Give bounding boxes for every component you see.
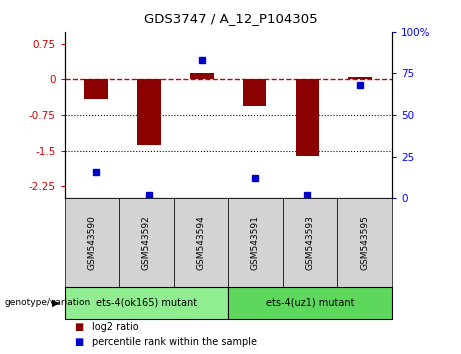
Text: GSM543593: GSM543593: [306, 215, 314, 270]
Bar: [349, 78, 372, 79]
Text: ■: ■: [74, 322, 83, 332]
Text: GSM543595: GSM543595: [360, 215, 369, 270]
Bar: [296, 79, 319, 156]
Text: GSM543594: GSM543594: [196, 215, 206, 270]
Text: genotype/variation: genotype/variation: [5, 298, 91, 307]
Text: percentile rank within the sample: percentile rank within the sample: [92, 337, 257, 347]
Text: log2 ratio: log2 ratio: [92, 322, 139, 332]
Text: GSM543591: GSM543591: [251, 215, 260, 270]
Bar: [242, 79, 266, 105]
Text: ▶: ▶: [52, 298, 59, 308]
Text: GDS3747 / A_12_P104305: GDS3747 / A_12_P104305: [144, 12, 317, 25]
Bar: [190, 73, 214, 79]
Text: GSM543592: GSM543592: [142, 215, 151, 270]
Text: GSM543590: GSM543590: [87, 215, 96, 270]
Text: ets-4(ok165) mutant: ets-4(ok165) mutant: [96, 298, 197, 308]
Bar: [137, 79, 161, 145]
Text: ets-4(uz1) mutant: ets-4(uz1) mutant: [266, 298, 354, 308]
Bar: [84, 79, 108, 99]
Text: ■: ■: [74, 337, 83, 347]
